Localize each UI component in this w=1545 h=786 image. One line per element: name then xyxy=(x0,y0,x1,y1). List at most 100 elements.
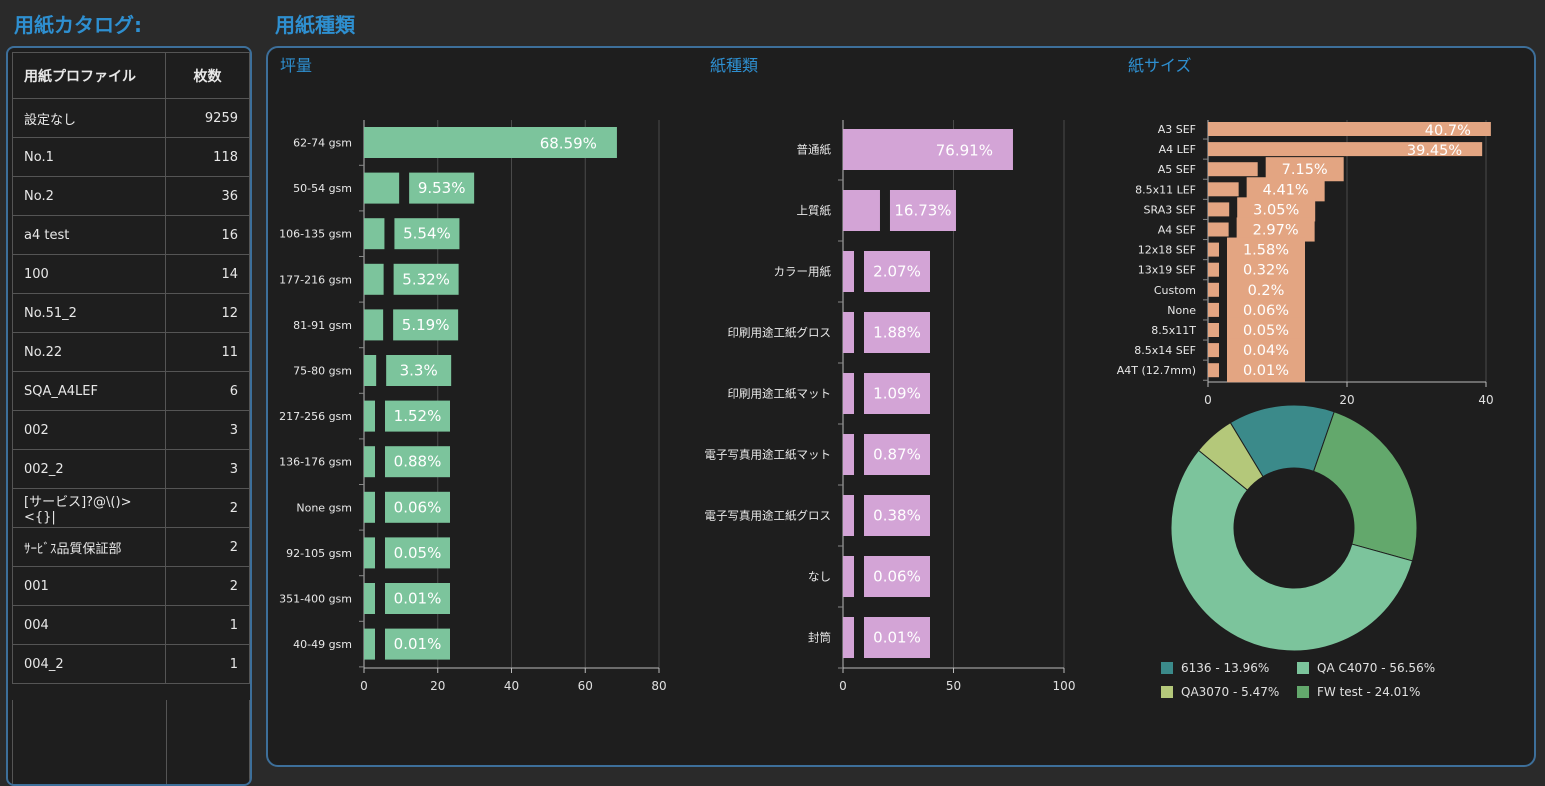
weight-bar xyxy=(364,400,375,432)
legend-label: QA3070 - 5.47% xyxy=(1181,685,1280,699)
weight-data-label-bg xyxy=(385,628,450,660)
profile-name-cell: 002 xyxy=(12,410,166,450)
weight-data-label-bg xyxy=(385,491,450,523)
profile-name-cell: No.51_2 xyxy=(12,293,166,333)
profile-count-cell: 6 xyxy=(165,371,250,411)
legend-swatch xyxy=(1161,686,1173,698)
column-header-count[interactable]: 枚数 xyxy=(165,52,250,99)
profile-count-cell: 9259 xyxy=(165,98,250,138)
kind-category-label: 封筒 xyxy=(808,631,831,645)
weight-data-label-bg xyxy=(385,537,450,569)
profile-count-cell: 36 xyxy=(165,176,250,216)
size-data-label-bg xyxy=(1237,197,1316,222)
size-bar xyxy=(1208,302,1219,317)
kind-bar xyxy=(843,617,854,658)
weight-data-label-bg xyxy=(393,263,459,295)
profile-name-cell: 002_2 xyxy=(12,449,166,489)
kind-data-label-bg xyxy=(864,373,930,414)
weight-bar xyxy=(364,172,400,204)
size-data-label-bg xyxy=(1246,177,1325,202)
size-category-label: Custom xyxy=(1154,284,1196,297)
table-row[interactable]: 002_2 3 xyxy=(12,449,250,489)
size-category-label: 8.5x14 SEF xyxy=(1134,344,1196,357)
table-row[interactable]: No.2 36 xyxy=(12,176,250,216)
weight-category-label: None gsm xyxy=(296,501,352,514)
pie-legend-item-3[interactable]: FW test - 24.01% xyxy=(1297,685,1420,699)
size-category-label: A3 SEF xyxy=(1158,123,1196,136)
size-bar xyxy=(1208,222,1229,237)
size-bar xyxy=(1208,162,1258,177)
legend-label: QA C4070 - 56.56% xyxy=(1317,661,1436,675)
weight-category-label: 81-91 gsm xyxy=(293,319,352,332)
weight-bar xyxy=(364,491,375,523)
size-data-label-bg xyxy=(1227,317,1305,343)
kind-category-label: 印刷用途工紙グロス xyxy=(728,326,832,340)
weight-tick-label: 0 xyxy=(360,679,368,693)
size-data-label: 1.58% xyxy=(1243,243,1289,259)
table-row[interactable]: 設定なし 9259 xyxy=(12,98,250,138)
pie-legend-item-1[interactable]: QA C4070 - 56.56% xyxy=(1297,661,1435,675)
weight-tick-label: 80 xyxy=(651,679,666,693)
weight-category-label: 351-400 gsm xyxy=(279,593,352,606)
pie-legend-item-0[interactable]: 6136 - 13.96% xyxy=(1161,661,1269,675)
size-category-label: 8.5x11T xyxy=(1151,324,1196,337)
table-row[interactable]: 002 3 xyxy=(12,410,250,450)
table-row[interactable]: [サービス]?@\()><{}| 2 xyxy=(12,488,250,528)
weight-bar xyxy=(364,446,375,478)
table-row[interactable]: SQA_A4LEF 6 xyxy=(12,371,250,411)
kind-tick-label: 0 xyxy=(839,679,847,693)
kind-category-label: 印刷用途工紙マット xyxy=(728,387,832,401)
size-category-label: A5 SEF xyxy=(1158,163,1196,176)
size-chart-title: 紙サイズ xyxy=(1128,56,1192,75)
table-row[interactable]: 004 1 xyxy=(12,605,250,645)
size-bar xyxy=(1208,262,1219,277)
catalog-panel: 用紙プロファイル 枚数 設定なし 9259 No.1 118 No.2 36 a4 test… xyxy=(6,46,252,786)
weight-data-label: 3.3% xyxy=(400,362,438,380)
table-row[interactable]: No.1 118 xyxy=(12,137,250,177)
profile-name-cell: 004_2 xyxy=(12,644,166,684)
size-data-label-bg xyxy=(1227,257,1305,282)
profile-name-cell: SQA_A4LEF xyxy=(12,371,166,411)
size-bar xyxy=(1208,363,1219,378)
kind-category-label: 電子写真用途工紙グロス xyxy=(705,509,832,523)
profile-name-cell: a4 test xyxy=(12,215,166,255)
weight-data-label-bg xyxy=(386,355,452,386)
table-row[interactable]: 004_2 1 xyxy=(12,644,250,684)
weight-bar xyxy=(364,355,377,386)
size-bar xyxy=(1208,142,1483,157)
table-row[interactable]: ｻｰﾋﾞｽ品質保証部 2 xyxy=(12,527,250,567)
weight-chart-title: 坪量 xyxy=(280,56,313,75)
profile-count-cell: 1 xyxy=(165,605,250,645)
size-category-label: None xyxy=(1167,304,1196,317)
size-data-label: 2.97% xyxy=(1253,223,1299,239)
legend-swatch xyxy=(1297,686,1309,698)
weight-bar xyxy=(364,263,384,295)
weight-data-label: 1.52% xyxy=(394,407,442,425)
size-data-label: 0.04% xyxy=(1243,343,1289,359)
pie-legend-item-2[interactable]: QA3070 - 5.47% xyxy=(1161,685,1279,699)
weight-data-label-bg xyxy=(385,583,450,614)
size-tick-label: 40 xyxy=(1478,393,1493,407)
weight-bar xyxy=(364,583,375,614)
catalog-title: 用紙カタログ: xyxy=(14,13,142,37)
table-row[interactable]: No.51_2 12 xyxy=(12,293,250,333)
size-bar xyxy=(1208,242,1219,257)
weight-data-label: 0.06% xyxy=(394,498,442,516)
weight-bar xyxy=(364,127,617,158)
size-data-label: 0.05% xyxy=(1243,323,1289,339)
size-category-label: SRA3 SEF xyxy=(1144,203,1196,216)
pie-slice xyxy=(1197,422,1264,491)
table-row[interactable]: 001 2 xyxy=(12,566,250,606)
weight-data-label: 5.54% xyxy=(403,225,451,243)
legend-label: 6136 - 13.96% xyxy=(1181,661,1270,675)
table-row[interactable]: No.22 11 xyxy=(12,332,250,372)
table-row[interactable]: 100 14 xyxy=(12,254,250,294)
size-data-label-bg xyxy=(1236,217,1315,242)
size-category-label: A4T (12.7mm) xyxy=(1117,364,1196,377)
weight-data-label: 0.01% xyxy=(394,635,442,653)
weight-data-label: 0.88% xyxy=(394,453,442,471)
kind-bar xyxy=(843,129,1013,170)
table-row[interactable]: a4 test 16 xyxy=(12,215,250,255)
kind-tick-label: 100 xyxy=(1053,679,1076,693)
